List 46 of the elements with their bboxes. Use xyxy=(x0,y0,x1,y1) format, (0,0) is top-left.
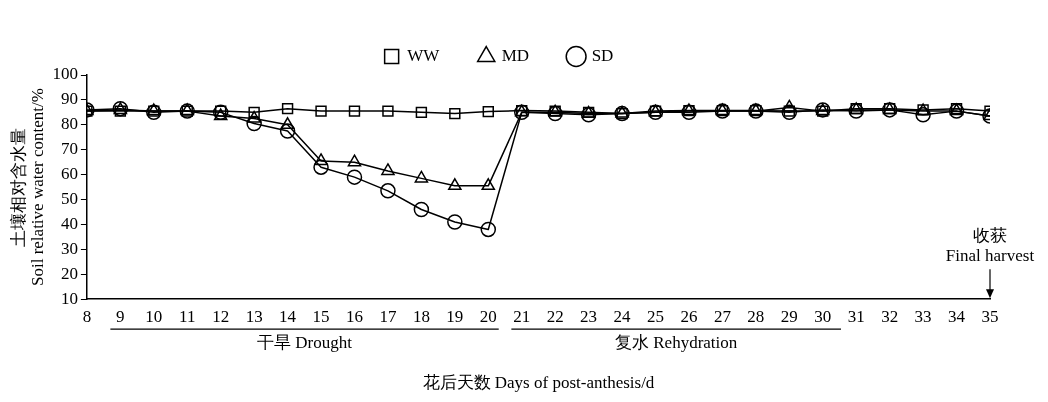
text: 干旱 Drought xyxy=(257,333,353,353)
x-tick-label: 33 xyxy=(914,306,932,326)
x-tick-label: 16 xyxy=(345,306,363,326)
x-tick-label: 25 xyxy=(647,306,665,326)
x-tick-label: 32 xyxy=(881,306,899,326)
x-tick-label: 22 xyxy=(546,306,564,326)
x-tick-label: 24 xyxy=(613,306,632,326)
x-tick-label: 35 xyxy=(981,306,999,326)
y-tick-label: 80 xyxy=(60,114,78,134)
x-tick-label: 21 xyxy=(513,306,531,326)
y-tick-label: 40 xyxy=(60,213,78,233)
annotation: 收获 Final harvest xyxy=(945,226,1035,266)
x-tick-label: 19 xyxy=(446,306,464,326)
x-tick-label: 9 xyxy=(116,306,125,326)
x-tick-label: 29 xyxy=(780,306,798,326)
text: 复水 Rehydration xyxy=(615,333,738,353)
x-tick-label: 28 xyxy=(747,306,765,326)
x-tick-label: 23 xyxy=(580,306,598,326)
x-tick-label: 12 xyxy=(212,306,230,326)
y-tick-label: 50 xyxy=(60,189,78,209)
y-tick-label: 100 xyxy=(52,64,78,84)
x-tick-label: 30 xyxy=(814,306,832,326)
x-tick-label: 8 xyxy=(82,306,92,326)
y-tick-label: 10 xyxy=(60,288,78,308)
y-tick-label: 60 xyxy=(60,164,78,184)
x-tick-label: 20 xyxy=(479,306,497,326)
x-tick-label: 31 xyxy=(847,306,865,326)
x-tick-label: 27 xyxy=(713,306,732,326)
x-tick-label: 15 xyxy=(312,306,330,326)
legend-label: WW xyxy=(407,45,441,65)
x-axis-title: 花后天数 Days of post-anthesis/d xyxy=(422,373,655,393)
x-tick-label: 11 xyxy=(179,306,196,326)
legend-label: MD xyxy=(501,45,530,65)
legend-label: SD xyxy=(591,45,614,65)
y-tick-label: 30 xyxy=(60,238,78,258)
x-tick-label: 17 xyxy=(379,306,397,326)
x-tick-label: 14 xyxy=(279,306,297,326)
y-tick-label: 90 xyxy=(60,89,78,109)
y-axis-title: 土壤相对含水量 Soil relative water content/% xyxy=(8,88,47,286)
x-tick-label: 34 xyxy=(948,306,966,326)
x-tick-label: 26 xyxy=(680,306,698,326)
x-tick-label: 13 xyxy=(245,306,263,326)
y-tick-label: 70 xyxy=(60,139,78,159)
x-tick-label: 10 xyxy=(145,306,163,326)
y-tick-label: 20 xyxy=(60,263,78,283)
x-tick-label: 18 xyxy=(412,306,430,326)
